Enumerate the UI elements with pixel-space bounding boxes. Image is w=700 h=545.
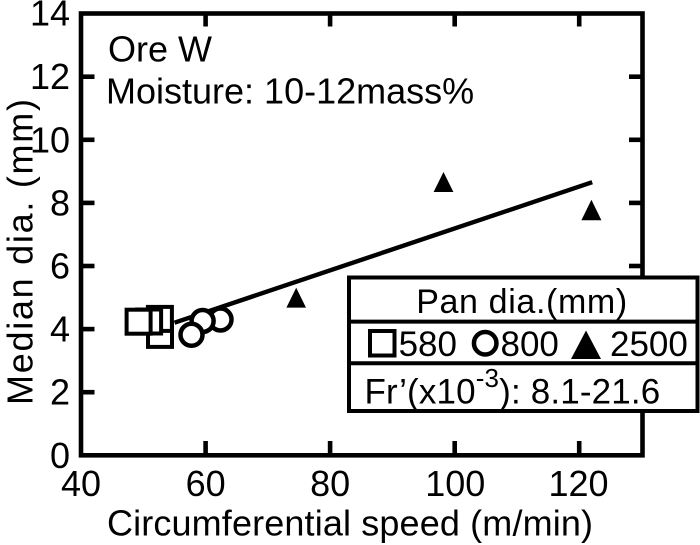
svg-text:Pan dia.(mm): Pan dia.(mm) xyxy=(416,283,627,321)
svg-text:40: 40 xyxy=(61,463,101,504)
svg-text:Ore W: Ore W xyxy=(108,29,212,70)
svg-text:6: 6 xyxy=(50,246,70,287)
svg-text:10: 10 xyxy=(30,119,70,160)
svg-text:120: 120 xyxy=(548,463,608,504)
svg-text:12: 12 xyxy=(30,56,70,97)
svg-text:14: 14 xyxy=(30,0,70,34)
svg-text:Median dia. (mm): Median dia. (mm) xyxy=(0,99,41,405)
svg-text:0: 0 xyxy=(50,435,70,476)
svg-text:800: 800 xyxy=(501,325,559,364)
svg-text:2500: 2500 xyxy=(610,325,688,364)
svg-text:60: 60 xyxy=(186,463,226,504)
svg-text:2: 2 xyxy=(50,372,70,413)
svg-text:580: 580 xyxy=(399,325,457,364)
svg-text:Circumferential speed (m/min): Circumferential speed (m/min) xyxy=(107,503,593,544)
svg-text:80: 80 xyxy=(310,463,350,504)
svg-text:Moisture: 10-12mass%: Moisture: 10-12mass% xyxy=(106,71,474,112)
svg-text:100: 100 xyxy=(425,463,485,504)
svg-text:8: 8 xyxy=(50,182,70,223)
svg-text:4: 4 xyxy=(50,309,70,350)
